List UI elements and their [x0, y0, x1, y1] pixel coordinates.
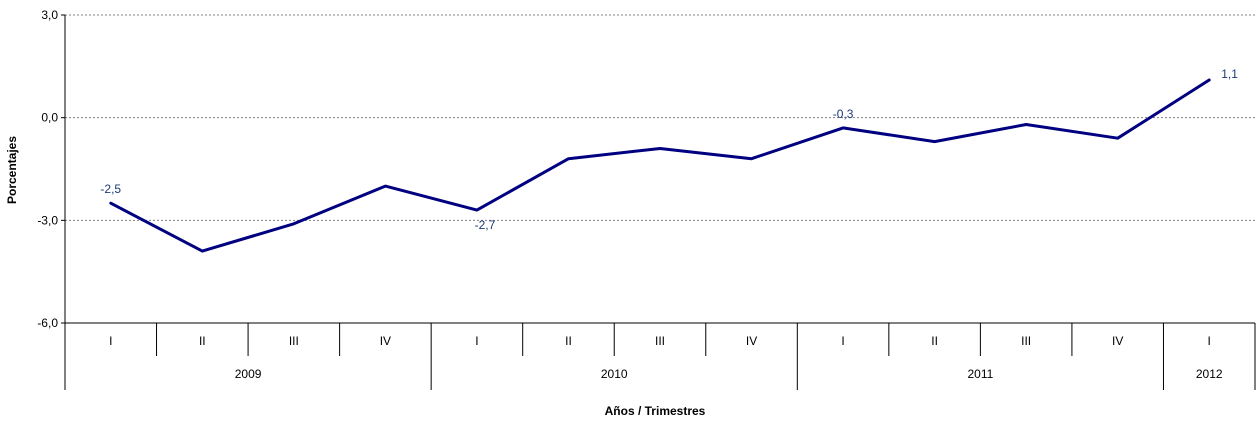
- data-point: [1025, 124, 1027, 126]
- y-tick-label: 0,0: [41, 111, 58, 125]
- y-tick-label: -3,0: [37, 213, 58, 227]
- series-line: [109, 78, 1211, 253]
- x-category-label: II: [199, 334, 206, 348]
- x-category-label: III: [655, 334, 665, 348]
- x-category-label: I: [841, 334, 844, 348]
- data-point: [476, 209, 478, 211]
- data-point: [751, 158, 753, 160]
- data-point: [1117, 137, 1119, 139]
- x-category-label: IV: [746, 334, 757, 348]
- x-year-label: 2009: [235, 367, 262, 381]
- x-year-label: 2010: [601, 367, 628, 381]
- y-tick-label: -6,0: [37, 316, 58, 330]
- x-category-label: IV: [380, 334, 391, 348]
- data-point: [293, 223, 295, 225]
- data-point: [201, 250, 203, 252]
- label-layer: -2,5 -2,7 -0,3 1,1: [100, 67, 1238, 232]
- data-label: -0,3: [833, 107, 854, 121]
- x-category-label: IV: [1112, 334, 1123, 348]
- data-point: [934, 141, 936, 143]
- y-axis-title: Porcentajes: [5, 136, 19, 204]
- data-label: -2,5: [100, 182, 121, 196]
- x-category-label: III: [289, 334, 299, 348]
- x-category-label: I: [109, 334, 112, 348]
- data-point: [110, 202, 112, 204]
- x-category-label: I: [475, 334, 478, 348]
- series-layer: [109, 78, 1211, 253]
- data-point: [842, 127, 844, 129]
- grid-layer: [65, 14, 1255, 221]
- axis-layer: 3,00,0-3,0-6,0I II III IV I II III IV I II III IV I2…: [37, 8, 1256, 390]
- x-category-label: II: [565, 334, 572, 348]
- data-point: [567, 158, 569, 160]
- data-label: 1,1: [1221, 67, 1238, 81]
- data-label: -2,7: [475, 218, 496, 232]
- x-year-label: 2011: [967, 367, 993, 381]
- y-tick-label: 3,0: [41, 8, 58, 22]
- data-point: [1208, 79, 1210, 81]
- x-axis-title: Años / Trimestres: [605, 404, 706, 418]
- x-category-label: I: [1208, 334, 1211, 348]
- data-point: [384, 185, 386, 187]
- x-category-label: III: [1021, 334, 1031, 348]
- data-point: [659, 147, 661, 149]
- x-category-label: II: [931, 334, 938, 348]
- x-year-label: 2012: [1196, 367, 1223, 381]
